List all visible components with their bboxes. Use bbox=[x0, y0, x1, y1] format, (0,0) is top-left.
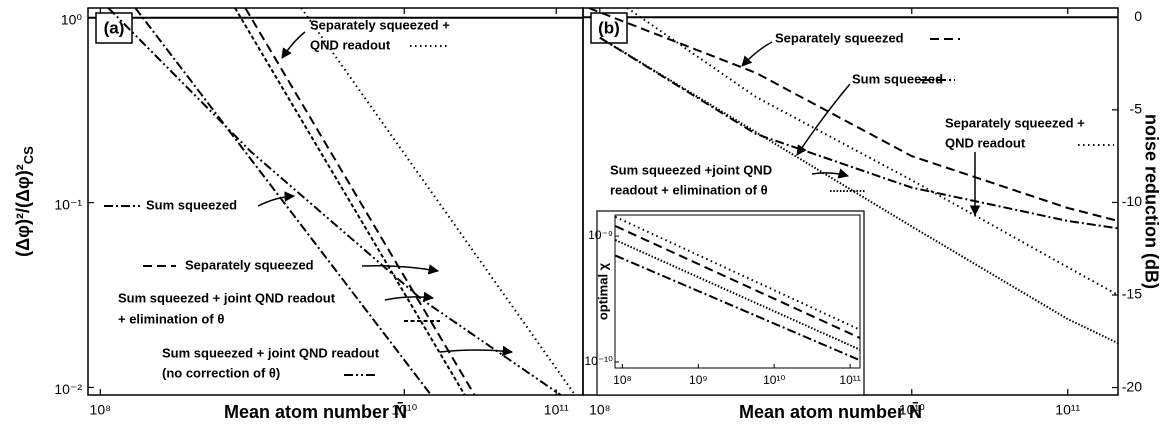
data-line bbox=[599, 36, 1118, 345]
inset-plot bbox=[614, 214, 861, 369]
series-label: QND readout bbox=[945, 135, 1026, 150]
y2-tick-label: 0 bbox=[1134, 8, 1142, 24]
data-line bbox=[107, 8, 562, 395]
annotation-arrow bbox=[281, 31, 306, 59]
inset-y-tick-label: 10⁻⁹ bbox=[588, 228, 613, 242]
panel-tag: (b) bbox=[598, 18, 620, 37]
annotation-arrow bbox=[257, 191, 296, 207]
x-tick-label: 10¹¹ bbox=[1055, 402, 1080, 418]
data-line bbox=[244, 8, 476, 395]
series-label: Sum squeezed +joint QND bbox=[610, 162, 772, 177]
inset-x-tick-label: 10⁹ bbox=[689, 373, 708, 387]
series-label: Separately squeezed bbox=[185, 257, 314, 272]
y-axis-label-main: (Δφ)²/(Δφ)² bbox=[13, 164, 33, 257]
series-label: Sum squeezed + joint QND readout bbox=[162, 345, 380, 360]
y2-axis-label: noise reduction (dB) bbox=[1141, 114, 1161, 289]
x-tick-label: 10¹⁰ bbox=[899, 402, 925, 418]
inset-x-tick-label: 10¹¹ bbox=[839, 373, 860, 387]
series-label: Sum squeezed + joint QND readout bbox=[118, 290, 336, 305]
y2-tick-label: -5 bbox=[1130, 101, 1143, 117]
y-tick-label: 10⁻² bbox=[54, 381, 82, 397]
annotation-arrow bbox=[741, 41, 773, 67]
data-line bbox=[134, 8, 432, 395]
y2-tick-label: -15 bbox=[1122, 286, 1142, 302]
y-tick-label: 10⁰ bbox=[61, 12, 83, 28]
annotation-arrow bbox=[811, 168, 850, 179]
annotation-arrow bbox=[439, 345, 514, 357]
x-tick-label: 10¹¹ bbox=[544, 402, 569, 418]
data-line bbox=[300, 8, 576, 395]
x-tick-label: 10⁸ bbox=[589, 402, 611, 418]
inset-y-label: optimal χ bbox=[595, 262, 610, 320]
annotation-arrow bbox=[384, 291, 435, 303]
y2-tick-label: -10 bbox=[1122, 193, 1142, 209]
panel-tag-box bbox=[95, 12, 133, 44]
data-line bbox=[599, 36, 1118, 230]
series-label: QND readout bbox=[310, 37, 391, 52]
series-label: Sum squeezed bbox=[146, 197, 237, 212]
inset-x-tick-label: 10¹⁰ bbox=[763, 373, 785, 387]
data-line bbox=[234, 8, 466, 395]
inset-frame bbox=[596, 210, 865, 396]
y-tick-label: 10⁻¹ bbox=[54, 196, 82, 212]
inset-y-tick-label: 10⁻¹⁰ bbox=[585, 354, 614, 368]
inset-x-tick-label: 10⁸ bbox=[613, 373, 631, 387]
series-label: readout + elimination of θ bbox=[610, 182, 768, 197]
data-line bbox=[615, 225, 860, 339]
data-line bbox=[588, 8, 1118, 222]
y-axis-label-sub: CS bbox=[21, 146, 36, 164]
data-line bbox=[615, 254, 860, 362]
x-axis-label: Mean atom number N̄ bbox=[739, 402, 922, 422]
annotation-arrow bbox=[361, 264, 440, 275]
series-label: Separately squeezed bbox=[775, 30, 904, 45]
y2-tick-label: -20 bbox=[1122, 378, 1142, 394]
x-axis-label: Mean atom number N̄ bbox=[224, 402, 407, 422]
series-label: Separately squeezed + bbox=[945, 115, 1085, 130]
x-tick-label: 10¹⁰ bbox=[391, 402, 417, 418]
y-axis-label: (Δφ)²/(Δφ)²CS bbox=[13, 146, 37, 257]
series-label: (no correction of θ) bbox=[162, 365, 280, 380]
annotation-arrow bbox=[796, 83, 851, 156]
x-tick-label: 10⁸ bbox=[90, 402, 112, 418]
series-label: Sum squeezed bbox=[852, 71, 943, 86]
series-label: + elimination of θ bbox=[118, 311, 224, 326]
panel-tag: (a) bbox=[104, 18, 125, 37]
data-line bbox=[626, 8, 1118, 296]
series-label: Separately squeezed + bbox=[310, 17, 450, 32]
